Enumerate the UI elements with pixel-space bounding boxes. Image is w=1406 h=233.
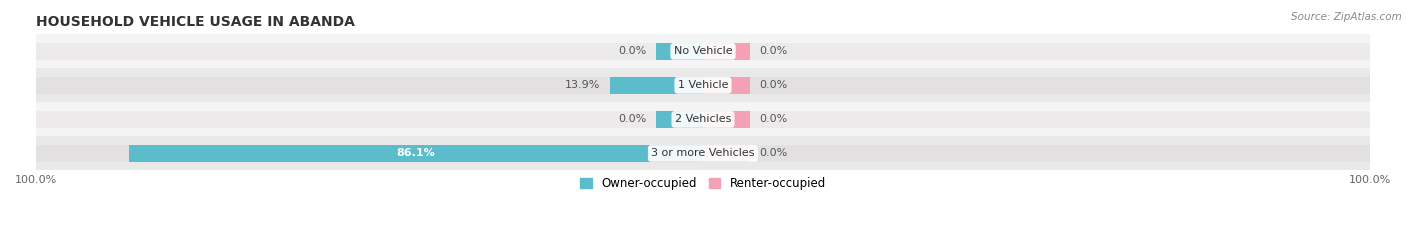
Bar — [610, 76, 703, 94]
Bar — [37, 68, 1369, 102]
Text: 0.0%: 0.0% — [759, 80, 787, 90]
Text: 0.0%: 0.0% — [759, 46, 787, 56]
Bar — [657, 111, 703, 128]
Text: 13.9%: 13.9% — [565, 80, 600, 90]
Text: 1 Vehicle: 1 Vehicle — [678, 80, 728, 90]
Text: 0.0%: 0.0% — [619, 114, 647, 124]
Legend: Owner-occupied, Renter-occupied: Owner-occupied, Renter-occupied — [575, 172, 831, 195]
Bar — [703, 42, 749, 60]
Text: HOUSEHOLD VEHICLE USAGE IN ABANDA: HOUSEHOLD VEHICLE USAGE IN ABANDA — [37, 15, 354, 29]
Bar — [37, 102, 1369, 137]
Bar — [703, 145, 749, 162]
Text: 86.1%: 86.1% — [396, 148, 436, 158]
Bar — [37, 76, 1369, 94]
Text: 0.0%: 0.0% — [759, 114, 787, 124]
Bar — [37, 111, 1369, 128]
Text: 0.0%: 0.0% — [619, 46, 647, 56]
Bar — [129, 145, 703, 162]
Bar — [37, 137, 1369, 171]
Text: 3 or more Vehicles: 3 or more Vehicles — [651, 148, 755, 158]
Text: 2 Vehicles: 2 Vehicles — [675, 114, 731, 124]
Text: Source: ZipAtlas.com: Source: ZipAtlas.com — [1291, 12, 1402, 22]
Text: 0.0%: 0.0% — [759, 148, 787, 158]
Text: No Vehicle: No Vehicle — [673, 46, 733, 56]
Bar — [37, 34, 1369, 68]
Bar — [657, 42, 703, 60]
Bar — [703, 76, 749, 94]
Bar — [703, 111, 749, 128]
Bar — [37, 145, 1369, 162]
Bar — [37, 42, 1369, 60]
